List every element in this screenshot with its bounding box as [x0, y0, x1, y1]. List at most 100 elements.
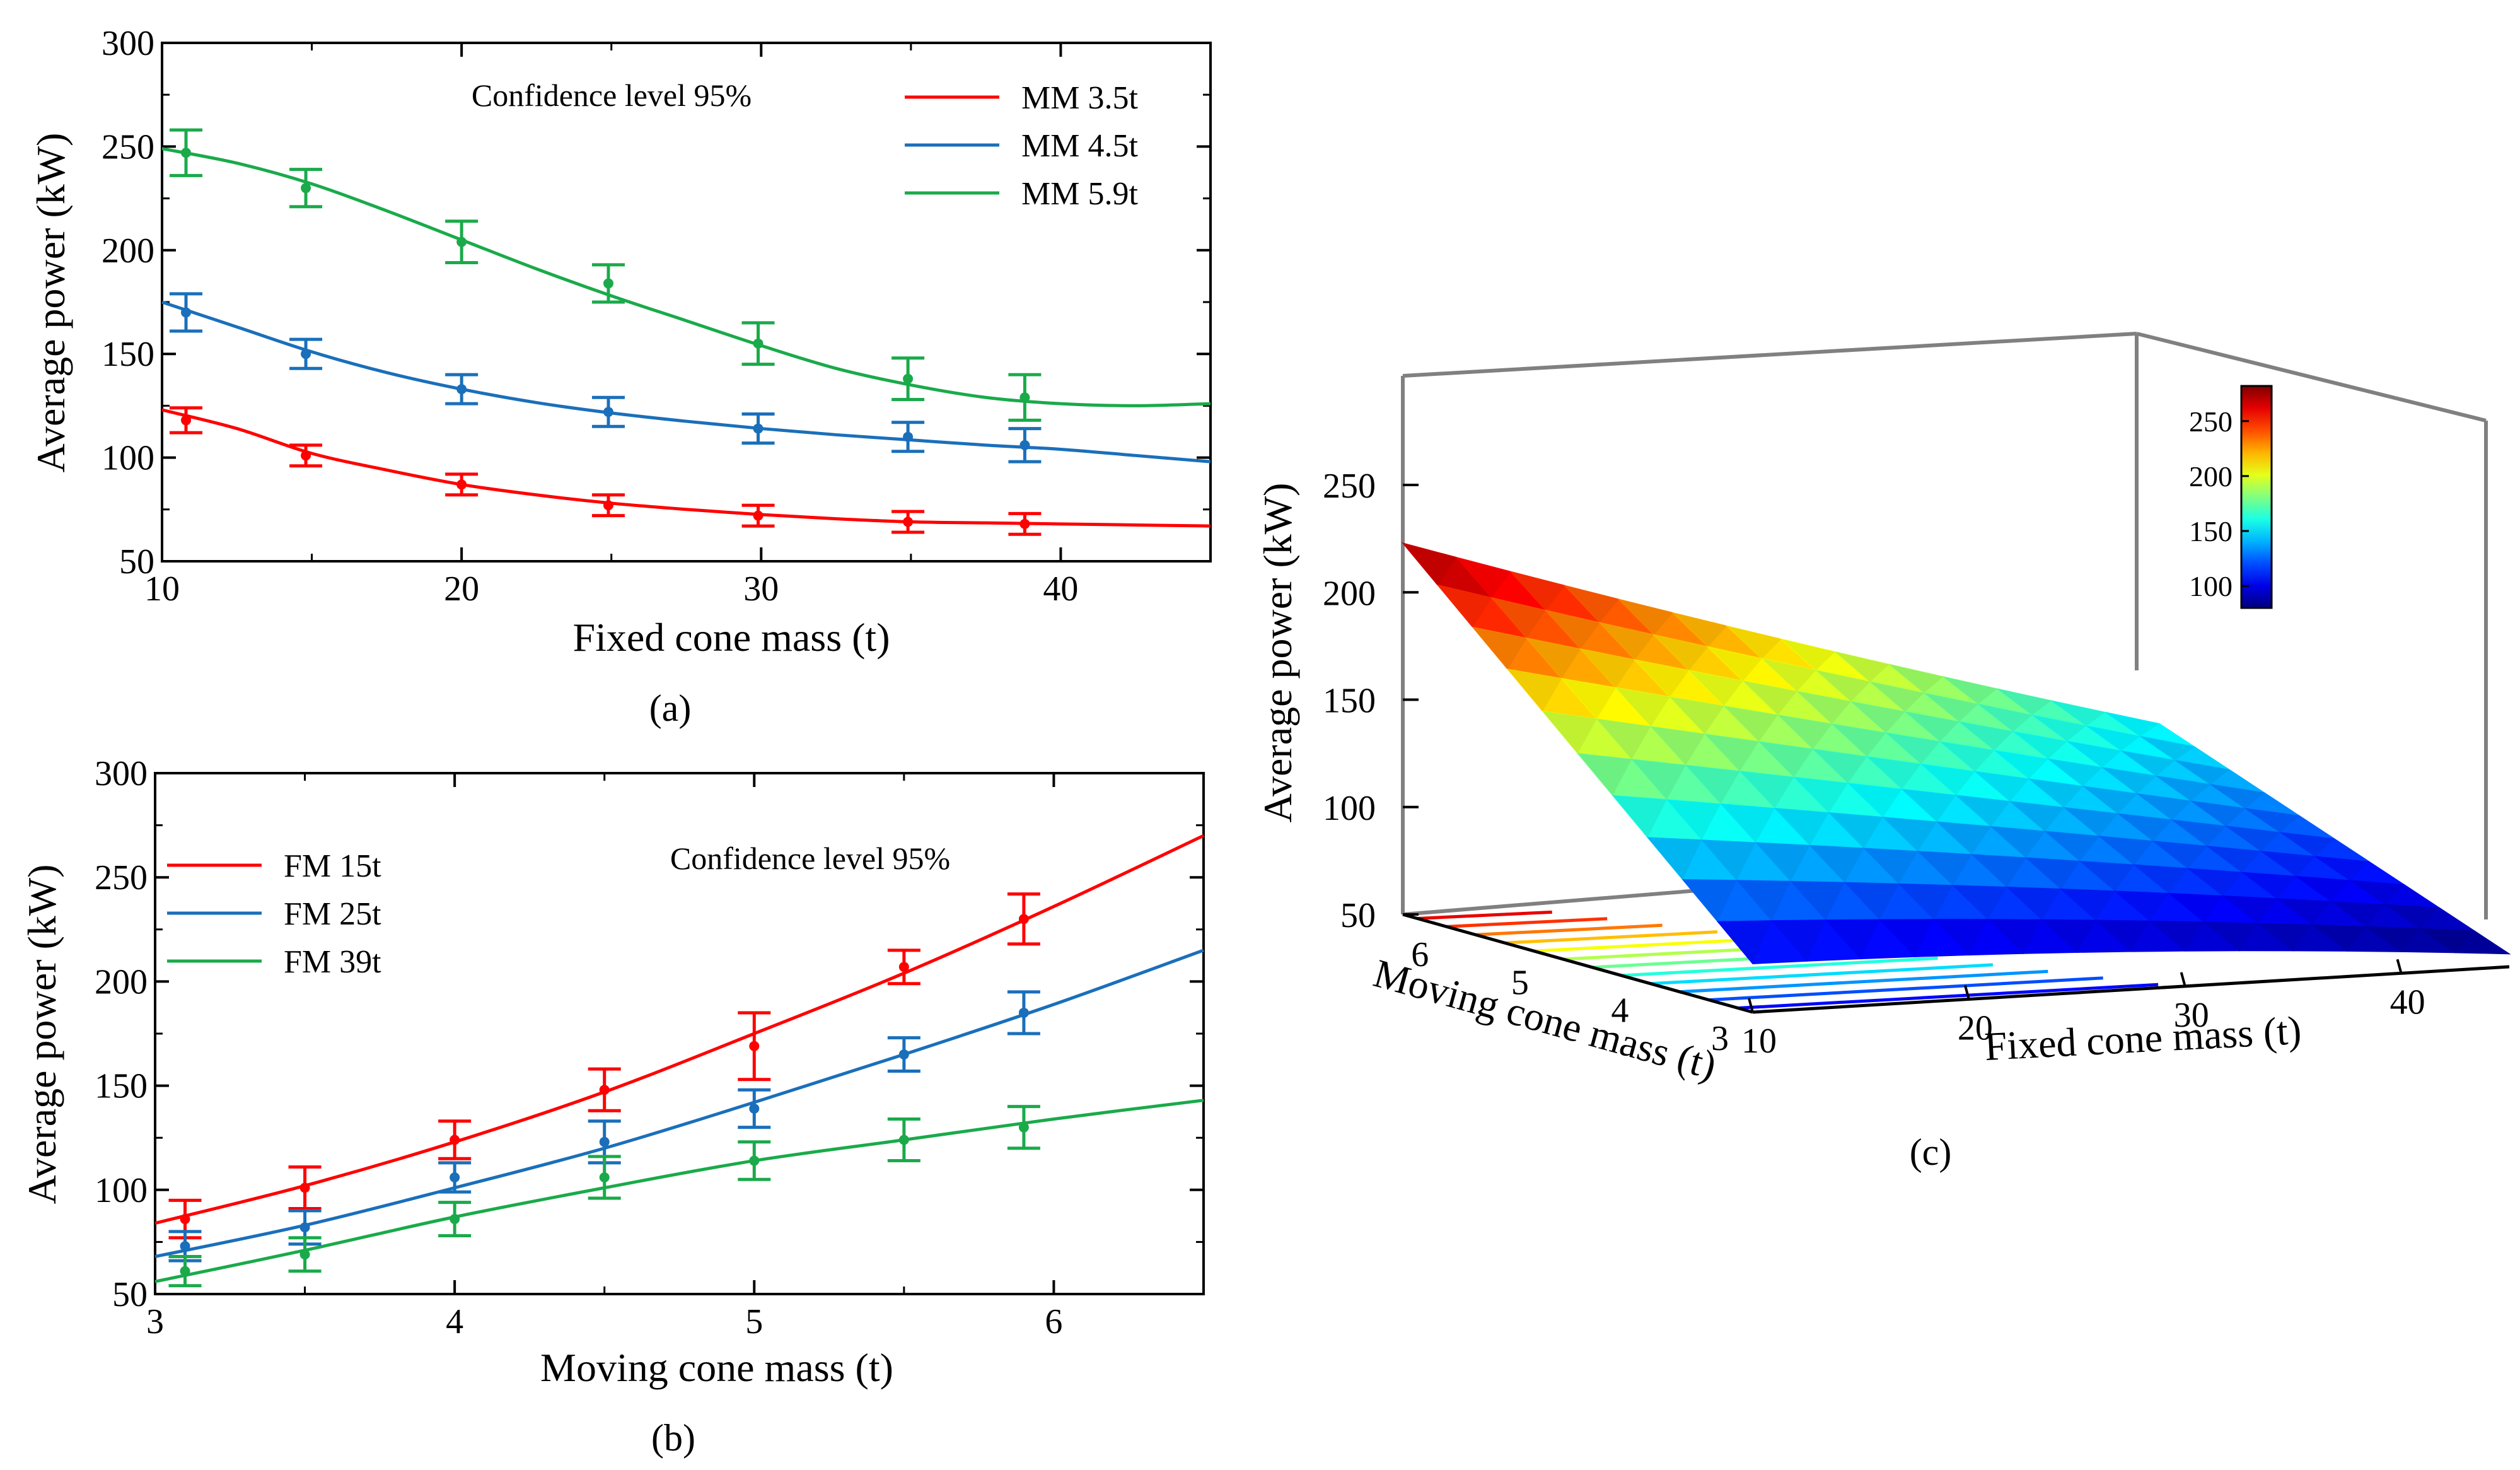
surface-patch-shade	[2258, 923, 2313, 951]
surface-patch-shade	[1615, 687, 1670, 727]
surface-patch-shade	[2029, 779, 2084, 808]
a-y-tick-label: 200	[102, 231, 154, 271]
surface-patch-shade	[1683, 879, 1737, 922]
b-error-bar-fm-39t	[738, 1140, 771, 1181]
surface-patch-shade	[2102, 767, 2157, 794]
surface-patch-shade	[2312, 925, 2367, 952]
surface-patch-shade	[1669, 697, 1724, 734]
a-error-bar-mm-3-5t	[1008, 511, 1042, 536]
surface-patch-shade	[1685, 765, 1740, 804]
surface-patch-shade	[1889, 664, 1944, 693]
a-legend-label-mm-5-9t: MM 5.9t	[1021, 176, 1138, 212]
a-point-mm-4-5t	[603, 407, 613, 417]
surface-patch-shade	[1867, 756, 1921, 790]
c-z-tick-label: 250	[1323, 467, 1376, 506]
panel-b-line-chart: 3 4 5 6 50 100 150 200 250 300 Confidence level 9…	[20, 754, 1205, 1459]
surface-patch-shade	[1828, 812, 1883, 849]
surface-patch-shade	[1991, 826, 2045, 858]
surface-patch-shade	[1813, 749, 1867, 783]
b-point-fm-25t	[1018, 1007, 1029, 1018]
surface-patch-shade	[1596, 719, 1651, 760]
panel-a-legend: MM 3.5t MM 4.5t MM 5.9t	[905, 80, 1138, 212]
surface-patch-shade	[1437, 585, 1492, 627]
a-fit-mm-3-5t	[161, 408, 1211, 528]
a-y-tick-label: 150	[102, 335, 154, 374]
c-y-tick-label: 4	[1611, 991, 1629, 1030]
b-error-bar-fm-25t	[1007, 990, 1040, 1035]
a-error-bar-mm-4-5t	[591, 395, 625, 428]
b-point-fm-39t	[180, 1266, 190, 1276]
surface-patch-shade	[1545, 610, 1600, 650]
surface-patch-shade	[2210, 784, 2265, 808]
a-error-bar-mm-3-5t	[591, 493, 625, 518]
b-error-bar-fm-39t	[887, 1117, 920, 1163]
surface-patch-shade	[1721, 803, 1775, 843]
surface-patch-shade	[1739, 771, 1794, 808]
surface-patch-shade	[1797, 691, 1851, 724]
b-legend-label-fm-25t: FM 25t	[284, 896, 381, 932]
surface-patch-shade	[2099, 836, 2154, 865]
a-x-tick-label: 10	[144, 569, 180, 609]
surface-patch-shade	[1543, 711, 1597, 754]
surface-patch-shade	[2153, 841, 2207, 869]
surface-patch-shade	[2115, 891, 2169, 921]
b-error-bar-fm-15t	[738, 1011, 771, 1082]
panel-b-legend: FM 15t FM 25t FM 39t	[167, 848, 381, 980]
b-point-fm-25t	[898, 1049, 909, 1060]
a-error-bar-mm-5-9t	[741, 321, 775, 366]
surface-patch-shade	[1673, 612, 1727, 647]
c-x-tick-label: 30	[2174, 996, 2209, 1035]
a-point-mm-4-5t	[1019, 440, 1030, 450]
surface-patch-shade	[1708, 646, 1762, 681]
surface-patch-shade	[1702, 840, 1756, 881]
surface-patch-shade	[1775, 808, 1829, 846]
floor-contour-line	[1738, 983, 2159, 1010]
a-point-mm-5-9t	[603, 278, 613, 289]
surface-patch-shade	[2261, 851, 2316, 877]
b-legend-label-fm-39t: FM 39t	[284, 944, 381, 980]
surface-patch-shade	[1632, 759, 1686, 800]
floor-contour-line	[1504, 930, 1718, 945]
b-error-bar-fm-15t	[288, 1165, 322, 1211]
c-z-tick-label: 50	[1340, 896, 1376, 935]
b-point-fm-15t	[749, 1041, 760, 1051]
surface-patch-shade	[2041, 919, 2096, 953]
surface-patch-shade	[1618, 599, 1673, 635]
a-error-bar-mm-3-5t	[289, 443, 323, 468]
b-error-bar-fm-39t	[588, 1155, 621, 1200]
b-y-tick-label: 100	[95, 1171, 148, 1210]
surface-patch-shade	[1565, 585, 1619, 623]
c-x-tick-label: 10	[1741, 1022, 1777, 1061]
surface-patch-shade	[1724, 706, 1779, 742]
surface-patch-shade	[1743, 680, 1797, 715]
panel-b-axis-ticks	[154, 772, 1204, 1295]
panel-c-y-axis-label: Moving cone mass (t)	[1369, 950, 1721, 1088]
surface-patch-shade	[1635, 660, 1689, 697]
surface-patch-shade	[2048, 759, 2103, 786]
b-point-fm-25t	[450, 1172, 460, 1182]
surface-patch-shade	[1934, 919, 1989, 955]
surface-patch-shade	[1755, 843, 1810, 882]
a-y-tick-label: 50	[119, 542, 154, 581]
surface-patch-shade	[1988, 919, 2042, 954]
b-point-fm-15t	[450, 1135, 460, 1145]
panel-c-z-ticks: 50 100 150 200 250	[1323, 467, 1419, 935]
b-fit-fm-25t	[154, 948, 1204, 1258]
b-y-tick-label: 50	[112, 1275, 148, 1314]
surface-patch-shade	[1953, 885, 2007, 919]
surface-patch-shade	[1651, 726, 1705, 766]
colorbar-tick-label: 150	[2189, 515, 2233, 547]
a-error-bar-mm-4-5t	[445, 373, 479, 405]
b-point-fm-39t	[599, 1172, 610, 1182]
panel-a-x-axis-label: Fixed cone mass (t)	[573, 615, 890, 660]
surface-patch-shade	[1940, 741, 1994, 772]
a-point-mm-4-5t	[181, 307, 192, 318]
floor-contour-line	[1533, 936, 1773, 953]
panel-b-data-points	[168, 892, 1040, 1288]
surface-patch-shade	[2083, 786, 2137, 814]
surface-patch-shade	[2420, 928, 2475, 953]
surface-patch-shade	[2134, 865, 2188, 894]
surface-patch-shade	[1921, 764, 1975, 796]
panel-c-colorbar: 100 150 200 250	[2189, 385, 2273, 609]
